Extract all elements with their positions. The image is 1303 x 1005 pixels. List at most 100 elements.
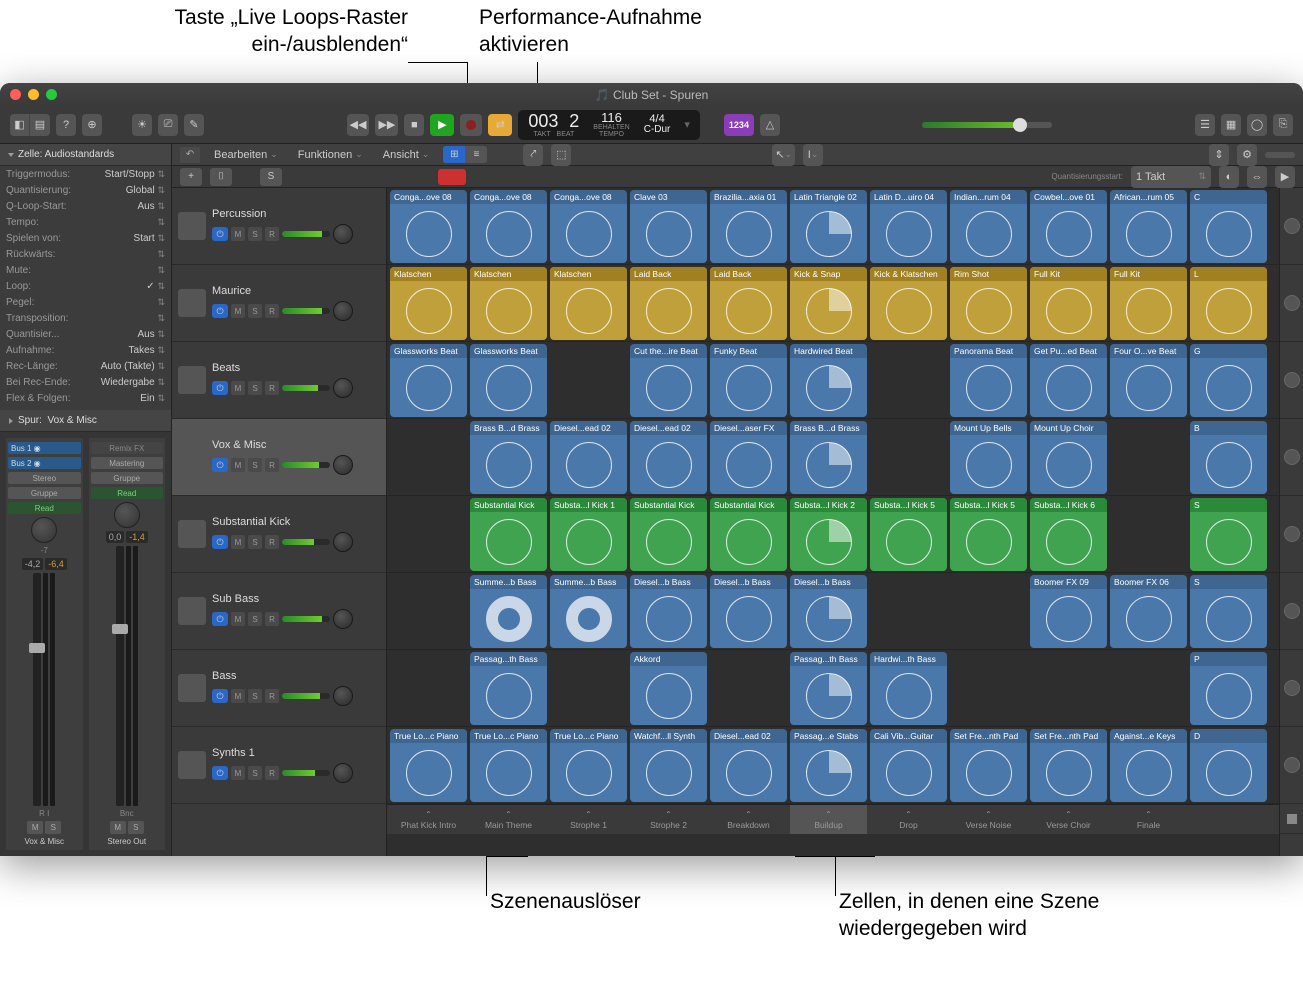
loop-cell[interactable]: Full Kit xyxy=(1030,267,1107,340)
loop-cell[interactable] xyxy=(1030,652,1107,725)
quantize-select[interactable]: 1 Takt⇅ xyxy=(1131,166,1211,188)
loop-cell[interactable]: P xyxy=(1190,652,1267,725)
play-button[interactable]: ▶ xyxy=(430,114,454,136)
track-volume[interactable] xyxy=(282,616,330,622)
loop-cell[interactable]: Substantial Kick xyxy=(630,498,707,571)
mute-button[interactable]: M xyxy=(231,227,245,241)
loop-cell[interactable]: Passag...e Stabs xyxy=(790,729,867,802)
record-enable-button[interactable]: R xyxy=(265,612,279,626)
loop-cell[interactable]: D xyxy=(1190,729,1267,802)
list-button[interactable]: ☰ xyxy=(1195,114,1215,136)
stop-button[interactable]: ■ xyxy=(404,114,424,136)
automation-mode[interactable]: Read xyxy=(8,502,81,514)
loop-cell[interactable]: Substantial Kick xyxy=(710,498,787,571)
mute-button[interactable]: M xyxy=(231,304,245,318)
record-enable-button[interactable]: R xyxy=(265,381,279,395)
power-button[interactable]: ⏻ xyxy=(212,612,228,626)
row-trigger[interactable] xyxy=(1280,342,1303,419)
loop-cell[interactable]: Substa...l Kick 6 xyxy=(1030,498,1107,571)
loop-cell[interactable]: Klatschen xyxy=(390,267,467,340)
loop-cell[interactable]: Brass B...d Brass xyxy=(790,421,867,494)
track-header[interactable]: Sub Bass ⏻ M S R xyxy=(172,573,386,650)
mute-button[interactable]: M xyxy=(110,821,126,834)
link-button[interactable]: ⇔ xyxy=(1247,166,1267,188)
track-volume[interactable] xyxy=(282,308,330,314)
loop-cell[interactable]: Mount Up Bells xyxy=(950,421,1027,494)
loop-cell[interactable]: Get Pu...ed Beat xyxy=(1030,344,1107,417)
add-track-button[interactable]: + xyxy=(180,168,202,186)
rewind-button[interactable]: ◀◀ xyxy=(347,114,370,136)
solo-button[interactable]: S xyxy=(45,821,61,834)
track-pan[interactable] xyxy=(333,301,353,321)
track-header[interactable]: Beats ⏻ M S R xyxy=(172,342,386,419)
loop-cell[interactable]: True Lo...c Piano xyxy=(550,729,627,802)
power-button[interactable]: ⏻ xyxy=(212,766,228,780)
track-header[interactable]: Synths 1 ⏻ M S R xyxy=(172,727,386,804)
back-button[interactable]: ↶ xyxy=(180,147,200,163)
loop-cell[interactable]: S xyxy=(1190,575,1267,648)
loop-cell[interactable]: Diesel...aser FX xyxy=(710,421,787,494)
cycle-button[interactable]: ⇄ xyxy=(488,114,512,136)
group-slot[interactable]: Gruppe xyxy=(8,487,81,499)
scene-trigger[interactable]: ⌃Verse Choir xyxy=(1030,805,1107,834)
record-enable-button[interactable]: R xyxy=(265,535,279,549)
send-slot[interactable]: Bus 2 ◉ xyxy=(8,457,81,469)
loop-cell[interactable]: Cali Vib...Guitar xyxy=(870,729,947,802)
display-mode-button[interactable]: ☀ xyxy=(132,114,152,136)
track-volume[interactable] xyxy=(282,539,330,545)
record-enable-button[interactable]: R xyxy=(265,689,279,703)
inspector-button[interactable]: ▤ xyxy=(30,114,50,136)
loop-cell[interactable] xyxy=(1110,498,1187,571)
inspector-row[interactable]: Bei Rec-Ende:Wiedergabe ⇅ xyxy=(0,374,171,390)
loop-cell[interactable]: Diesel...b Bass xyxy=(710,575,787,648)
track-header[interactable]: Bass ⏻ M S R xyxy=(172,650,386,727)
count-in-button[interactable]: 1234 xyxy=(724,114,754,136)
inspector-row[interactable]: Mute: ⇅ xyxy=(0,262,171,278)
solo-button[interactable]: S xyxy=(248,612,262,626)
zoom-slider[interactable] xyxy=(1265,152,1295,158)
loop-cell[interactable] xyxy=(550,344,627,417)
tool-button[interactable]: ⤤ xyxy=(523,144,543,166)
row-trigger[interactable] xyxy=(1280,650,1303,727)
loop-cell[interactable]: G xyxy=(1190,344,1267,417)
track-volume[interactable] xyxy=(282,385,330,391)
loop-cell[interactable]: Brass B...d Brass xyxy=(470,421,547,494)
global-solo-button[interactable]: S xyxy=(260,168,282,186)
loop-cell[interactable]: Diesel...ead 02 xyxy=(630,421,707,494)
loop-cell[interactable]: Substantial Kick xyxy=(470,498,547,571)
forward-button[interactable]: ▶▶ xyxy=(375,114,398,136)
edit-button[interactable]: ✎ xyxy=(184,114,204,136)
mute-button[interactable]: M xyxy=(231,381,245,395)
solo-button[interactable]: S xyxy=(248,689,262,703)
loop-cell[interactable]: Brazilia...axia 01 xyxy=(710,190,787,263)
loop-cell[interactable] xyxy=(1110,652,1187,725)
loop-cell[interactable]: Substa...l Kick 5 xyxy=(950,498,1027,571)
row-trigger[interactable] xyxy=(1280,496,1303,573)
track-volume[interactable] xyxy=(282,693,330,699)
pan-knob[interactable] xyxy=(31,517,57,543)
loop-cell[interactable]: Funky Beat xyxy=(710,344,787,417)
scene-trigger[interactable]: ⌃Finale xyxy=(1110,805,1187,834)
track-pan[interactable] xyxy=(333,532,353,552)
track-header[interactable]: Substantial Kick ⏻ M S R xyxy=(172,496,386,573)
loop-cell[interactable] xyxy=(870,421,947,494)
mute-button[interactable]: M xyxy=(27,821,43,834)
power-button[interactable]: ⏻ xyxy=(212,381,228,395)
scene-trigger[interactable]: ⌃Buildup xyxy=(790,805,867,834)
loop-cell[interactable]: Summe...b Bass xyxy=(470,575,547,648)
record-enable-button[interactable]: R xyxy=(265,766,279,780)
loop-cell[interactable]: Laid Back xyxy=(710,267,787,340)
loop-cell[interactable]: Glassworks Beat xyxy=(390,344,467,417)
loop-cell[interactable]: Hardwired Beat xyxy=(790,344,867,417)
mute-button[interactable]: M xyxy=(231,535,245,549)
edit-menu[interactable]: Bearbeiten ⌄ xyxy=(208,149,284,161)
scene-trigger[interactable]: ⌃Breakdown xyxy=(710,805,787,834)
solo-button[interactable]: S xyxy=(248,381,262,395)
record-enable-button[interactable]: R xyxy=(265,227,279,241)
row-trigger[interactable] xyxy=(1280,188,1303,265)
power-button[interactable]: ⏻ xyxy=(212,304,228,318)
inspector-row[interactable]: Pegel: ⇅ xyxy=(0,294,171,310)
loop-cell[interactable] xyxy=(870,344,947,417)
loop-cell[interactable]: Substa...l Kick 2 xyxy=(790,498,867,571)
power-button[interactable]: ⏻ xyxy=(212,689,228,703)
